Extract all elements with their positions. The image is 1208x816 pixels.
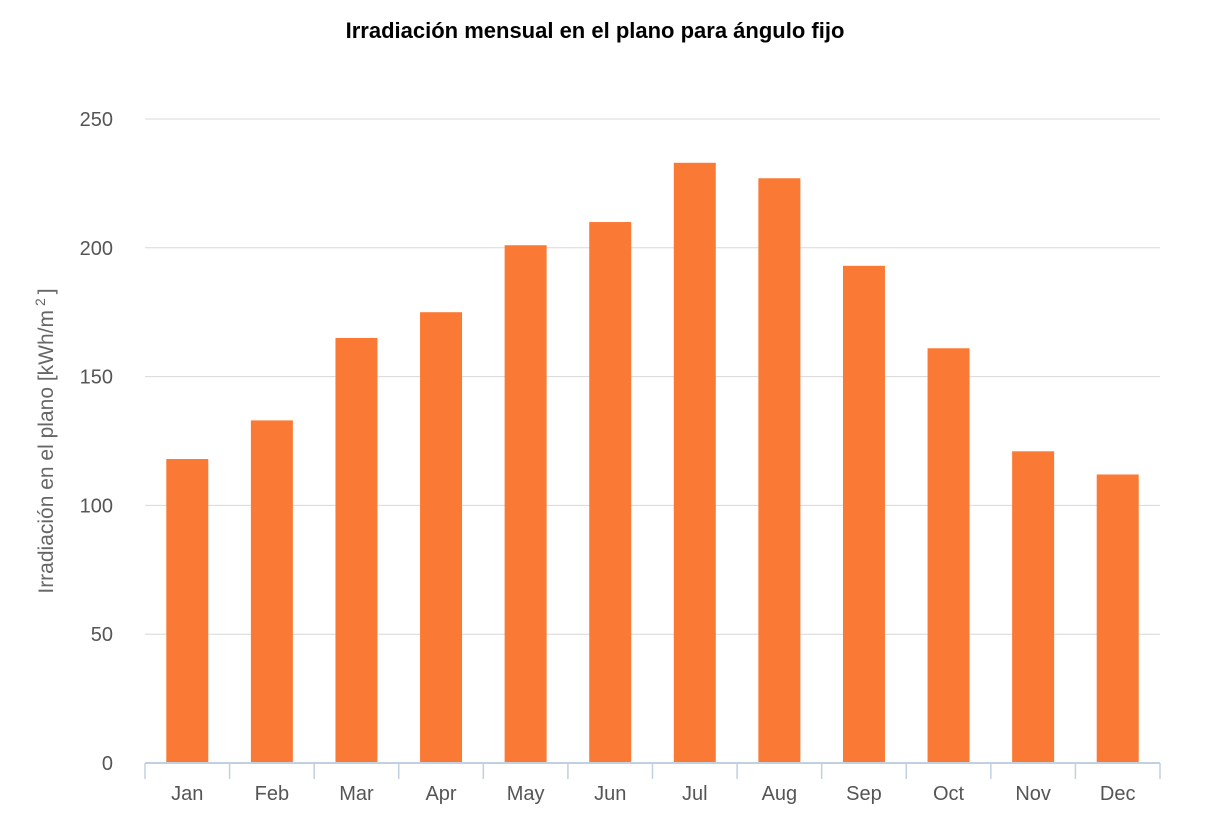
y-tick-label: 250 [80,109,113,131]
y-tick-label: 100 [80,495,113,517]
bar-aug [758,178,801,764]
x-tick-label: Dec [1100,783,1136,805]
y-axis-label-main: Irradiación en el plano [kWh/m [35,310,58,594]
bar-mar [335,337,378,763]
bar-oct [927,348,970,763]
bar-sep [842,265,885,763]
x-tick-label: Jun [594,783,626,805]
y-axis-label-superscript: 2 [32,298,48,306]
bars [166,162,1139,764]
x-tick-label: Oct [933,783,965,805]
bar-dec [1096,474,1139,763]
x-tick-label: Aug [762,783,798,805]
x-tick-label: Nov [1015,783,1051,805]
bar-nov [1012,451,1055,763]
y-tick-label: 200 [80,238,113,260]
bar-may [504,245,547,763]
bar-apr [420,312,463,763]
x-tick-label: Jan [171,783,203,805]
y-axis-label: Irradiación en el plano [kWh/m 2] [32,288,58,593]
y-tick-label: 0 [102,753,113,775]
x-axis-ticks: Jan Feb Mar Apr May Jun Jul Aug Sep Oct Nov Dec [171,783,1135,805]
chart-title: Irradiación mensual en el plano para áng… [345,18,845,43]
bar-jun [589,222,632,764]
x-tick-label: May [507,783,545,805]
bar-jan [166,459,209,763]
y-axis-ticks: 0 50 100 150 200 250 [80,109,113,775]
y-axis-label-suffix: ] [35,288,58,294]
y-tick-label: 150 [80,367,113,389]
bar-feb [250,420,293,763]
x-axis [144,762,1161,779]
grid-lines [145,118,1160,635]
x-tick-label: Jul [682,783,708,805]
x-tick-label: Sep [846,783,882,805]
y-tick-label: 50 [91,624,113,646]
x-tick-label: Feb [255,783,289,805]
x-tick-label: Apr [425,783,456,805]
x-tick-label: Mar [339,783,374,805]
bar-jul [673,162,716,764]
